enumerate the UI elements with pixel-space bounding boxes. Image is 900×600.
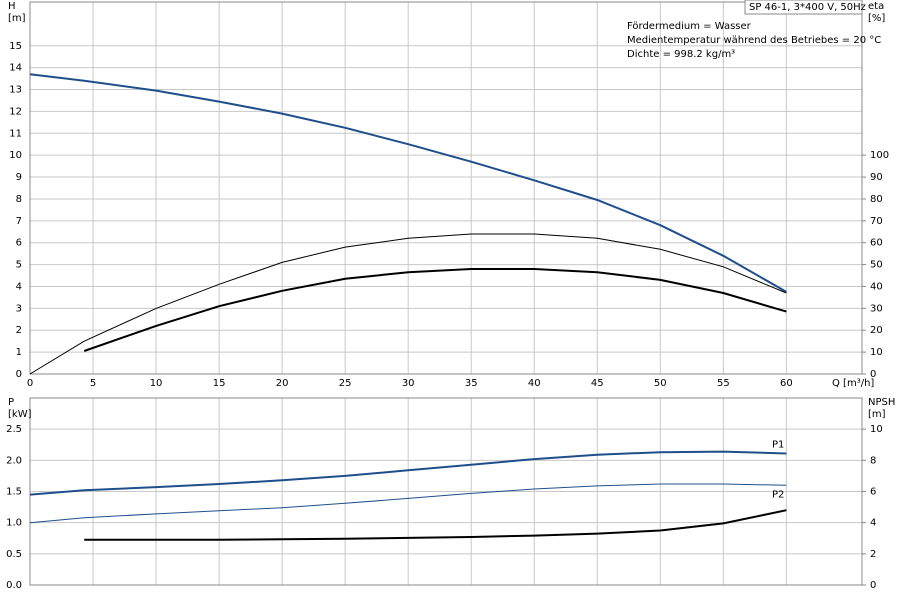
chart-title: SP 46-1, 3*400 V, 50Hz bbox=[749, 2, 866, 13]
y-tick-label: 0 bbox=[16, 369, 22, 380]
y-tick-label: 0.0 bbox=[6, 580, 22, 591]
y-axis-unit: [kW] bbox=[8, 409, 32, 420]
x-tick-label: 50 bbox=[654, 378, 667, 389]
y-axis-label: P bbox=[8, 397, 14, 408]
y-tick-label: 15 bbox=[9, 41, 22, 52]
y-tick-label: 2.0 bbox=[6, 455, 22, 466]
plot-frame bbox=[29, 1, 863, 375]
series-label: P1 bbox=[772, 439, 784, 450]
x-tick-label: 10 bbox=[150, 378, 163, 389]
y2-tick-label: 2 bbox=[870, 549, 876, 560]
x-tick-label: 55 bbox=[717, 378, 730, 389]
x-axis-label: Q [m³/h] bbox=[832, 378, 874, 389]
y-tick-label: 10 bbox=[9, 150, 22, 161]
y-tick-label: 13 bbox=[9, 85, 22, 96]
y-tick-label: 12 bbox=[9, 106, 22, 117]
x-tick-label: 30 bbox=[402, 378, 415, 389]
y2-tick-label: 60 bbox=[870, 238, 883, 249]
y-tick-label: 4 bbox=[16, 281, 22, 292]
x-tick-label: 25 bbox=[339, 378, 352, 389]
y-tick-label: 2.5 bbox=[6, 424, 22, 435]
x-tick-label: 5 bbox=[90, 378, 96, 389]
y2-tick-label: 50 bbox=[870, 260, 883, 271]
y2-axis-unit: [%] bbox=[868, 13, 885, 24]
x-tick-label: 20 bbox=[276, 378, 289, 389]
y2-axis-unit: [m] bbox=[868, 409, 886, 420]
series-label: P2 bbox=[772, 489, 784, 500]
y-tick-label: 2 bbox=[16, 325, 22, 336]
annotation: Medientemperatur während des Betriebes =… bbox=[627, 35, 881, 46]
plot-frame bbox=[29, 397, 863, 586]
annotation: Dichte = 998.2 kg/m³ bbox=[627, 49, 735, 60]
y2-axis-label: eta bbox=[868, 1, 884, 12]
y-axis-unit: [m] bbox=[8, 13, 26, 24]
y2-tick-label: 0 bbox=[870, 369, 876, 380]
y-tick-label: 6 bbox=[16, 238, 22, 249]
y2-tick-label: 30 bbox=[870, 303, 883, 314]
x-tick-label: 40 bbox=[528, 378, 541, 389]
curve bbox=[29, 233, 787, 375]
y2-tick-label: 90 bbox=[870, 172, 883, 183]
y-tick-label: 8 bbox=[16, 194, 22, 205]
y-tick-label: 3 bbox=[16, 303, 22, 314]
x-tick-label: 0 bbox=[27, 378, 33, 389]
title-box bbox=[744, 0, 863, 15]
annotation: Fördermedium = Wasser bbox=[627, 21, 752, 32]
y-tick-label: 1.5 bbox=[6, 487, 22, 498]
x-tick-label: 45 bbox=[591, 378, 604, 389]
y-tick-label: 14 bbox=[9, 63, 22, 74]
y-axis-label: H bbox=[8, 1, 16, 12]
y2-tick-label: 0 bbox=[870, 580, 876, 591]
y2-tick-label: 100 bbox=[870, 150, 889, 161]
y-tick-label: 0.5 bbox=[6, 549, 22, 560]
y-tick-label: 11 bbox=[9, 128, 22, 139]
x-tick-label: 35 bbox=[465, 378, 478, 389]
y2-tick-label: 40 bbox=[870, 281, 883, 292]
y2-tick-label: 10 bbox=[870, 424, 883, 435]
curve bbox=[29, 450, 787, 496]
curve bbox=[83, 268, 787, 352]
y2-tick-label: 20 bbox=[870, 325, 883, 336]
y-tick-label: 5 bbox=[16, 260, 22, 271]
curve bbox=[29, 483, 787, 524]
y-tick-label: 9 bbox=[16, 172, 22, 183]
y2-axis-label: NPSH bbox=[868, 397, 895, 408]
y-tick-label: 1.0 bbox=[6, 518, 22, 529]
y-tick-label: 7 bbox=[16, 216, 22, 227]
y2-tick-label: 10 bbox=[870, 347, 883, 358]
x-tick-label: 60 bbox=[780, 378, 793, 389]
y2-tick-label: 6 bbox=[870, 487, 876, 498]
y2-tick-label: 80 bbox=[870, 194, 883, 205]
y2-tick-label: 8 bbox=[870, 455, 876, 466]
x-tick-label: 15 bbox=[213, 378, 226, 389]
y2-tick-label: 4 bbox=[870, 518, 876, 529]
y2-tick-label: 70 bbox=[870, 216, 883, 227]
curve bbox=[84, 509, 787, 541]
y-tick-label: 1 bbox=[16, 347, 22, 358]
curve bbox=[29, 73, 787, 293]
